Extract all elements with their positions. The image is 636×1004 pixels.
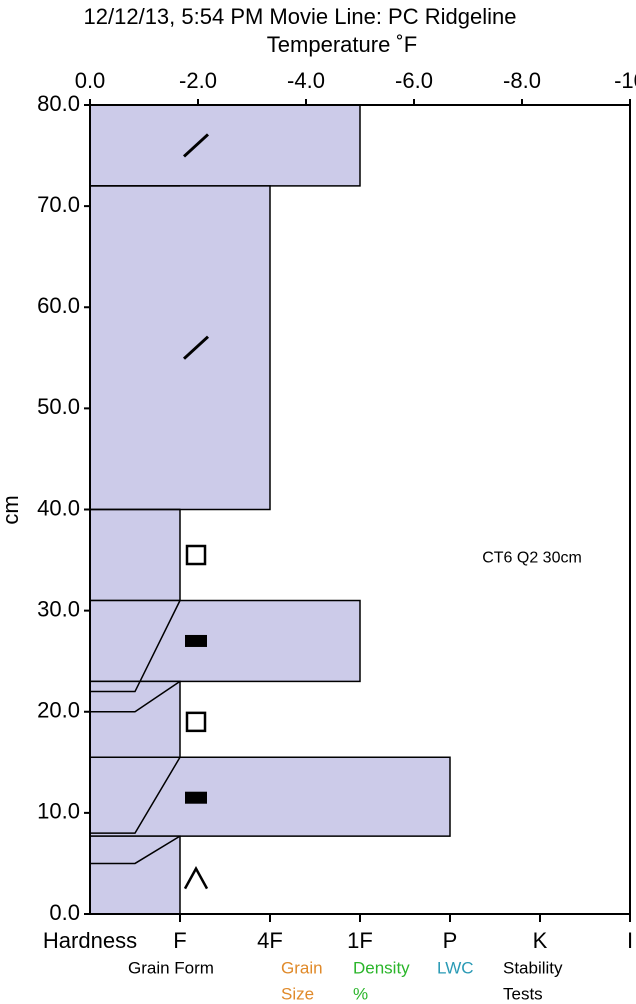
y-tick-label: 70.0 — [37, 192, 80, 217]
layer — [89, 835, 181, 915]
hardness-label: F — [173, 928, 186, 953]
layer — [89, 756, 451, 837]
y-tick-label: 80.0 — [37, 91, 80, 116]
chart-title: 12/12/13, 5:54 PM Movie Line: PC Ridgeli… — [84, 4, 517, 29]
y-tick-label: 0.0 — [49, 900, 80, 925]
column-header: Grain — [281, 958, 323, 977]
grain-symbol — [183, 866, 209, 890]
layer-boundary — [90, 756, 181, 834]
x-tick-label: 0.0 — [75, 68, 106, 93]
column-header: Tests — [503, 984, 543, 1003]
annotation: CT6 Q2 30cm — [482, 549, 582, 566]
layer — [89, 185, 271, 511]
x-tick-label: -10 — [614, 68, 636, 93]
y-tick-label: 10.0 — [37, 799, 80, 824]
layer — [89, 599, 361, 683]
layer — [89, 680, 181, 759]
column-header: Stability — [503, 958, 563, 977]
y-tick-label: 20.0 — [37, 698, 80, 723]
grain-symbol — [185, 791, 207, 804]
x-tick-label: -4.0 — [287, 68, 325, 93]
x-tick-label: -2.0 — [179, 68, 217, 93]
layer-boundary — [90, 835, 181, 865]
column-header: Size — [281, 984, 314, 1003]
hardness-label: 4F — [257, 928, 283, 953]
x-axis-label: Temperature ˚F — [267, 32, 417, 57]
y-tick-label: 50.0 — [37, 394, 80, 419]
y-tick-label: 40.0 — [37, 495, 80, 520]
layer-boundary — [90, 600, 181, 693]
grain-symbol — [185, 634, 207, 647]
column-header: Grain Form — [128, 958, 214, 977]
layer — [89, 508, 181, 602]
layer-boundary — [90, 680, 181, 713]
y-tick-label: 60.0 — [37, 293, 80, 318]
plot-frame — [89, 104, 631, 915]
column-header: Density — [353, 958, 410, 977]
hardness-label: I — [627, 928, 633, 953]
hardness-label: K — [533, 928, 548, 953]
grain-symbol — [182, 133, 210, 158]
x-tick-label: -6.0 — [395, 68, 433, 93]
hardness-label: 1F — [347, 928, 373, 953]
layer — [89, 104, 361, 187]
column-header: % — [353, 984, 368, 1003]
y-tick-label: 30.0 — [37, 596, 80, 621]
x-tick-label: -8.0 — [503, 68, 541, 93]
grain-symbol — [182, 335, 210, 360]
hardness-label: P — [443, 928, 458, 953]
grain-symbol — [185, 711, 207, 733]
y-axis-label: cm — [0, 495, 23, 524]
grain-symbol — [185, 544, 207, 566]
hardness-label: Hardness — [43, 928, 137, 953]
column-header: LWC — [437, 958, 474, 977]
